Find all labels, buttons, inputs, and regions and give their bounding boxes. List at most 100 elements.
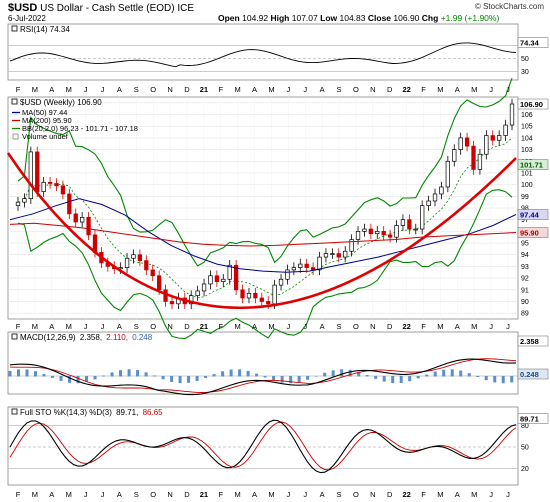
tag-ma200-box (517, 227, 549, 238)
x-axis-label: A (252, 85, 257, 94)
x-axis-label: J (303, 85, 307, 94)
chart-title: $USD US Dollar - Cash Settle (EOD) ICE (8, 2, 194, 14)
price-tick-label: 103 (521, 147, 533, 154)
macd-hist-bar (357, 371, 361, 377)
price-tick-label: 99 (521, 194, 529, 201)
price-legend: $USD (Weekly) 106.90 MA(50) 97.44 MA(200… (11, 98, 138, 141)
macd-hist-bar (178, 376, 182, 384)
macd-hist-bar (306, 376, 310, 380)
macd-hist-bar (136, 370, 140, 377)
x-axis-label: M (32, 322, 38, 331)
x-axis-label: S (337, 490, 342, 499)
x-axis-label: A (49, 85, 54, 94)
candle-body (266, 301, 271, 305)
candle-body (355, 231, 361, 240)
macd-hist-bar (442, 369, 446, 377)
low-label: Low (320, 13, 338, 23)
x-axis-label: F (218, 490, 223, 499)
macd-hist-bar (365, 375, 369, 377)
x-axis-label: J (489, 85, 493, 94)
macd-hist-bar (221, 371, 225, 377)
candle-body (253, 292, 258, 299)
macd-hist-bar (59, 376, 63, 381)
sto-tick-label: 50 (521, 445, 529, 452)
x-axis-label: F (218, 85, 223, 94)
price-tick-label: 92 (521, 276, 529, 283)
macd-hist-bar (144, 372, 148, 377)
x-axis-label: J (101, 322, 105, 331)
candle-body (80, 216, 85, 223)
candle-body (259, 297, 264, 302)
candle-body (291, 267, 297, 271)
macd-hist-bar (467, 373, 471, 377)
rsi-tick-label: 50 (521, 56, 529, 63)
macd-hist-bar (119, 370, 123, 377)
x-axis-label: J (84, 85, 88, 94)
macd-hist-bar (161, 376, 165, 380)
close-label: Close (367, 13, 392, 23)
candle-body (41, 181, 46, 192)
x-axis-label: M (66, 85, 72, 94)
macd-hist-bar (501, 376, 505, 384)
candle-body (343, 250, 348, 258)
x-axis-label: 22 (402, 322, 410, 331)
candle-body (477, 153, 483, 170)
x-axis-label: M (268, 322, 274, 331)
x-axis-label: D (387, 490, 393, 499)
tag-sto-box (517, 413, 549, 424)
candle-body (131, 254, 136, 259)
candle-body (362, 228, 367, 232)
low-value: 104.83 (339, 13, 366, 23)
x-axis-label: F (16, 322, 21, 331)
candle-body (368, 228, 374, 235)
candle-body (445, 160, 450, 188)
price-tick-label: 98 (521, 206, 529, 213)
x-axis-label: J (84, 490, 88, 499)
x-axis-label: A (252, 322, 257, 331)
candle-body (432, 193, 438, 202)
candle-body (60, 185, 66, 195)
x-axis-label: O (150, 322, 156, 331)
macd-hist-bar (187, 376, 191, 383)
x-axis-label: A (320, 85, 325, 94)
x-axis-label: D (184, 85, 190, 94)
x-axis-label: M (268, 85, 274, 94)
tag-ma200: 95.90 (520, 229, 539, 238)
macd-hist-bar (17, 369, 21, 377)
candle-body (150, 269, 155, 277)
x-axis-label: A (455, 85, 460, 94)
quote-date: 6-Jul-2022 (8, 14, 46, 23)
candle-body (330, 253, 335, 255)
macd-hist-bar (374, 376, 378, 379)
quote-line: Open 104.92 High 107.07 Low 104.83 Close… (218, 13, 499, 23)
candle-body (86, 216, 91, 236)
macd-hist-bar (195, 376, 199, 381)
x-axis-label: F (421, 322, 426, 331)
macd-hist-bar (425, 374, 429, 377)
candle-body (285, 269, 290, 280)
macd-hist-bar (51, 376, 55, 378)
price-tick-label: 93 (521, 264, 529, 271)
x-axis-label: A (320, 490, 325, 499)
x-axis-label: J (84, 322, 88, 331)
candle-body (195, 290, 200, 296)
candle-body (201, 283, 207, 292)
macd-hist-bar (510, 376, 514, 383)
x-axis-label: M (66, 490, 72, 499)
x-axis-label: S (337, 85, 342, 94)
tag-rsi: 74.34 (520, 39, 540, 48)
x-axis-label: S (337, 322, 342, 331)
close-value: 106.90 (393, 13, 420, 23)
bollinger-bands (17, 78, 513, 340)
candle-body (420, 205, 425, 230)
rsi-panel (7, 23, 519, 81)
x-axis-label: M (32, 490, 38, 499)
candle-body (47, 181, 53, 184)
candle-body (304, 263, 309, 268)
macd-hist-bar (272, 376, 276, 381)
macd-signal-line (9, 358, 517, 393)
x-axis-label: M (437, 322, 443, 331)
candle-body (227, 264, 232, 280)
macd-hist-bar (127, 369, 131, 377)
candle-body (349, 239, 354, 252)
